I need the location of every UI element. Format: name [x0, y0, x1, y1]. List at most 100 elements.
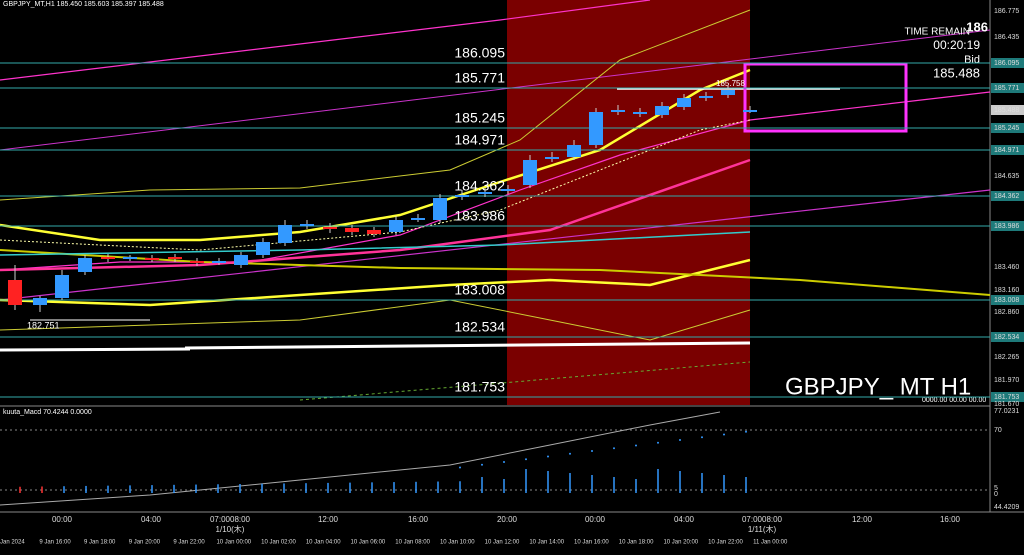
indicator-dot	[723, 433, 725, 436]
time-label: 07:0008:00	[742, 515, 783, 524]
candle-body	[455, 195, 469, 197]
price-axis-label: 182.860	[994, 309, 1019, 316]
candle-body	[367, 230, 381, 234]
price-tag	[991, 295, 1024, 305]
price-axis-label: 185.488	[994, 107, 1019, 114]
header: GBPJPY_MT,H1 185.450 185.603 185.397 185…	[3, 1, 164, 8]
indicator-axis-label: 0	[994, 491, 998, 498]
support-line	[0, 347, 191, 352]
time-label: 00:00	[52, 515, 73, 524]
price-axis-label: 182.534	[994, 334, 1019, 341]
candle-body	[589, 112, 603, 145]
price-tag	[991, 145, 1024, 155]
indicator-dot	[525, 458, 527, 461]
candle-body	[78, 258, 92, 272]
candle-body	[677, 98, 691, 107]
candle-body	[145, 258, 159, 260]
candle-body	[55, 275, 69, 298]
support-line	[184, 341, 751, 350]
price-axis-label: 186.095	[994, 60, 1019, 67]
trendline	[0, 29, 991, 151]
candle-body	[523, 160, 537, 185]
envelope	[0, 9, 751, 201]
level-label: 185.245	[454, 110, 505, 126]
candle-body	[721, 90, 735, 95]
price-tag	[991, 123, 1024, 133]
moving-average	[0, 158, 751, 272]
day-mark: 1/10(木)	[216, 524, 245, 534]
indicator-dot	[701, 436, 703, 439]
indicator-dot	[459, 466, 461, 469]
candle-body	[743, 110, 757, 112]
price-tag	[991, 83, 1024, 93]
level-label: 181.753	[454, 379, 505, 395]
price-tag	[991, 392, 1024, 402]
candle-body	[655, 106, 669, 115]
price-axis-label: 181.753	[994, 394, 1019, 401]
candle-body	[256, 242, 270, 255]
candle-body	[168, 257, 182, 259]
level-label: 182.534	[454, 319, 505, 335]
date-label: 10 Jan 12:00	[485, 540, 520, 546]
candle-body	[123, 257, 137, 259]
date-label: 10 Jan 16:00	[574, 540, 609, 546]
time-label: 16:00	[940, 515, 961, 524]
indicator-dot	[547, 455, 549, 458]
time-label: 07:0008:00	[210, 515, 251, 524]
indicator-title: kuuta_Macd 70.4244 0.0000	[3, 409, 92, 416]
timer-corner: 186	[966, 19, 988, 34]
bid-label: Bid	[964, 54, 980, 66]
price-axis-label: 184.362	[994, 193, 1019, 200]
candle-body	[411, 218, 425, 220]
candle-body	[345, 228, 359, 232]
day-mark: 1/11(木)	[748, 524, 777, 534]
candle-body	[234, 255, 248, 265]
date-label: 10 Jan 14:00	[529, 540, 564, 546]
level-label: 183.986	[454, 208, 505, 224]
indicator-axis-label: 44.4209	[994, 504, 1019, 511]
level-label: 184.971	[454, 132, 505, 148]
date-label: 10 Jan 20:00	[663, 540, 698, 546]
indicator-signal	[0, 411, 721, 506]
candle-body	[212, 261, 226, 263]
date-label: 10 Jan 08:00	[395, 540, 430, 546]
level-label: 183.008	[454, 282, 505, 298]
time-label: 16:00	[408, 515, 429, 524]
date-label: 9 Jan 16:00	[39, 540, 71, 546]
date-label: 10 Jan 04:00	[306, 540, 341, 546]
indicator-zero: 0000.00 00.00 00.00	[922, 397, 986, 404]
candle-body	[278, 225, 292, 243]
candle-body	[545, 157, 559, 159]
time-label: 12:00	[318, 515, 339, 524]
time-label: 04:00	[141, 515, 162, 524]
price-tag	[991, 191, 1024, 201]
level-label: 185.771	[454, 70, 505, 86]
price-tag	[991, 332, 1024, 342]
envelope	[0, 119, 751, 251]
price-axis-label: 185.771	[994, 85, 1019, 92]
indicator-dot	[679, 439, 681, 441]
trendline	[0, 0, 651, 81]
price-axis-label: 181.970	[994, 377, 1019, 384]
candle-body	[633, 112, 647, 114]
indicator-axis-label: 5	[994, 485, 998, 492]
candle-body	[8, 280, 22, 305]
indicator-dot	[481, 463, 483, 466]
date-label: 10 Jan 10:00	[440, 540, 475, 546]
time-label: 20:00	[497, 515, 518, 524]
candle-body	[389, 220, 403, 232]
indicator-dot	[613, 447, 615, 450]
indicator-dot	[569, 452, 571, 455]
moving-average	[0, 231, 751, 256]
level-label: 186.095	[454, 45, 505, 61]
price-axis-label: 183.986	[994, 223, 1019, 230]
date-label: 11 Jan 00:00	[753, 540, 788, 546]
candle-body	[501, 189, 515, 191]
candle-body	[323, 227, 337, 229]
price-axis-label: 183.008	[994, 297, 1019, 304]
indicator-dot	[657, 441, 659, 444]
price-axis-label: 186.435	[994, 34, 1019, 41]
candle-body	[101, 257, 115, 259]
time-label: 12:00	[852, 515, 873, 524]
